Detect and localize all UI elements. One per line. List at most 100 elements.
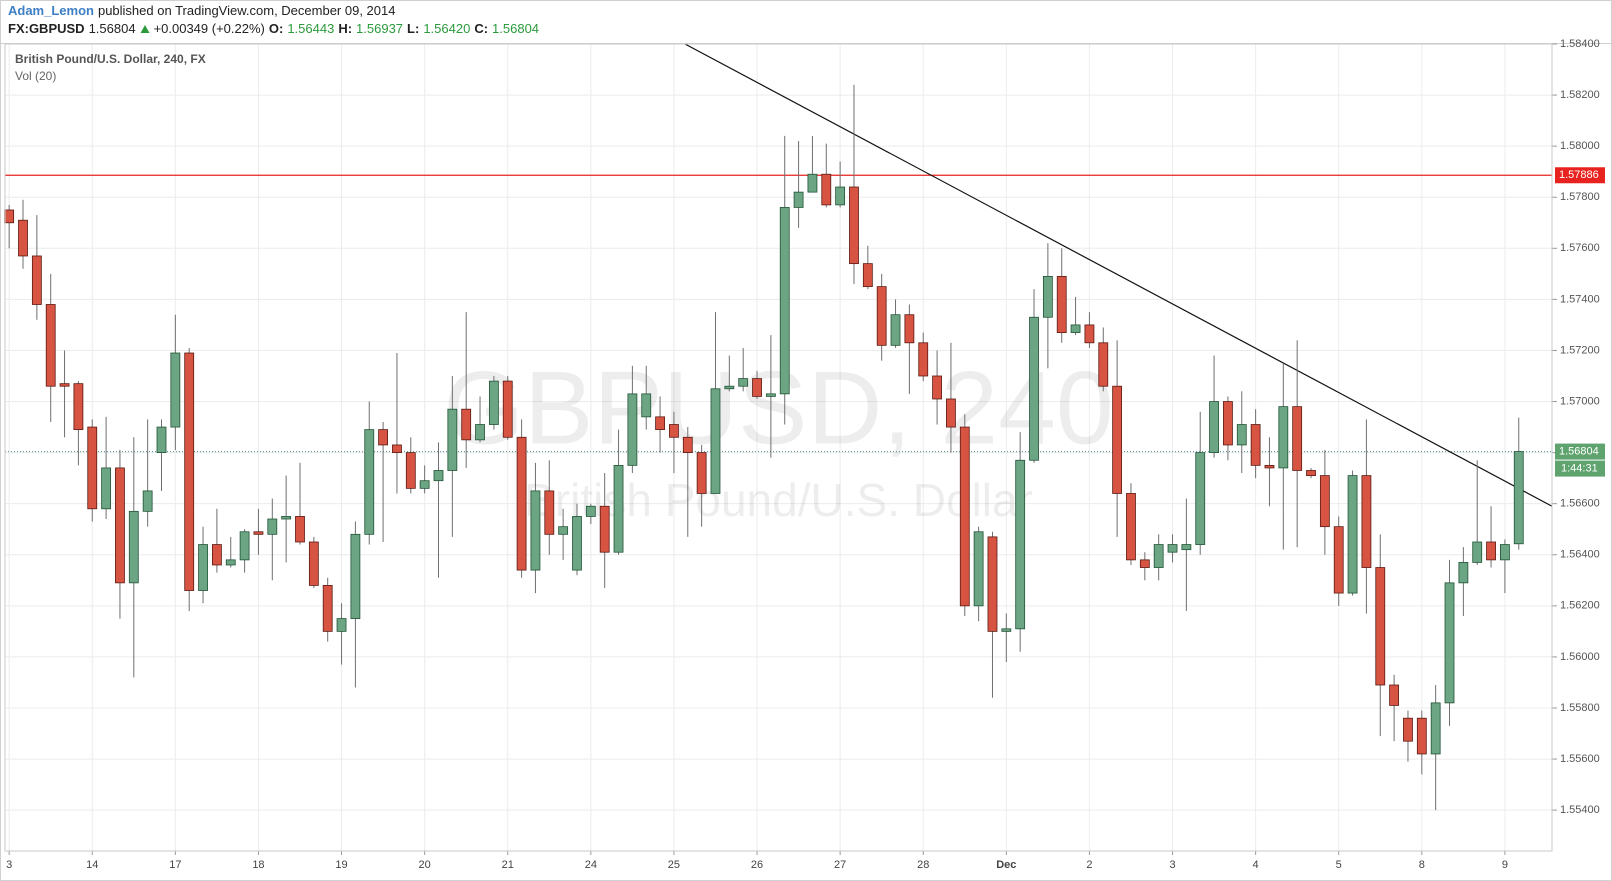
price-change: +0.00349 (+0.22%) (153, 21, 265, 36)
y-tick-label: 1.57200 (1560, 344, 1600, 356)
candle-body (73, 383, 84, 431)
y-tick-label: 1.55400 (1560, 804, 1600, 816)
candle-body (1292, 406, 1303, 471)
low-label: L: (407, 21, 420, 36)
candle-body (433, 470, 444, 482)
candle-body (627, 393, 638, 466)
x-tick-label: 20 (419, 859, 431, 871)
candle-body (849, 186, 859, 265)
candle-body (613, 464, 624, 553)
candle-body (419, 480, 430, 489)
y-tick-label: 1.56200 (1560, 600, 1600, 612)
x-tick-label: 18 (252, 859, 264, 871)
x-tick-label: 3 (1169, 859, 1175, 871)
symbol: FX:GBPUSD (8, 21, 85, 36)
x-tick-label: 5 (1336, 859, 1342, 871)
last-price-label: 1.56804 (1559, 445, 1599, 457)
candle-body (239, 531, 250, 561)
candle-body (1278, 406, 1289, 469)
candle-body (1236, 424, 1247, 446)
candle-body (392, 444, 402, 454)
candle-body (101, 467, 112, 510)
candle-body (1139, 559, 1150, 568)
candle-body (1264, 464, 1275, 469)
y-tick-label: 1.57800 (1560, 191, 1600, 203)
candle-body (530, 490, 541, 571)
x-tick-label: 3 (6, 859, 12, 871)
candle-body (253, 531, 264, 535)
candle-body (1084, 324, 1095, 344)
x-tick-label: 19 (335, 859, 347, 871)
candle-body (1389, 684, 1400, 706)
candle-body (1430, 702, 1441, 755)
candle-body (184, 352, 195, 591)
candle-body (475, 424, 485, 441)
high-label: H: (338, 21, 353, 36)
candle-body (904, 314, 915, 344)
y-tick-label: 1.57000 (1560, 395, 1600, 407)
candle-body (1181, 544, 1192, 551)
x-tick-label: 17 (169, 859, 181, 871)
candle-body (876, 286, 887, 346)
legend-volume: Vol (20) (15, 69, 56, 83)
candle-body (115, 467, 125, 584)
close-label: C: (474, 21, 489, 36)
level-label: 1.57886 (1559, 169, 1599, 181)
candle-body (1458, 562, 1469, 584)
candle-body (225, 559, 236, 566)
watermark: GBPUSD, 240 (443, 350, 1114, 466)
candle-body (696, 452, 707, 494)
candle-body (4, 209, 15, 224)
candle-body (946, 398, 956, 428)
candle-body (447, 408, 458, 471)
candle-body (835, 186, 846, 206)
candle-body (336, 618, 347, 632)
quote-row: FX:GBPUSD 1.56804 +0.00349 (+0.22%) O: 1.… (8, 21, 539, 36)
candle-body (281, 516, 292, 520)
candle-body (1444, 582, 1455, 704)
candle-body (765, 393, 776, 397)
candle-body (710, 388, 721, 494)
candle-body (1375, 567, 1386, 686)
candle-body (1319, 475, 1330, 528)
candle-body (572, 516, 582, 571)
publish-info: published on TradingView.com, December 0… (97, 3, 396, 18)
candle-body (364, 429, 375, 535)
candle-body (308, 541, 319, 586)
candle-body (1486, 541, 1496, 561)
author-link[interactable]: Adam_Lemon (8, 3, 94, 18)
candle-body (558, 526, 569, 535)
candle-body (142, 490, 153, 512)
candle-body (1209, 401, 1219, 454)
countdown-box (1555, 460, 1605, 477)
candle-body (779, 207, 790, 395)
candle-body (1472, 541, 1483, 563)
close-value: 1.56804 (492, 21, 540, 36)
level-label-box (1555, 167, 1605, 184)
y-tick-label: 1.57400 (1560, 293, 1600, 305)
candle-body (1056, 275, 1067, 333)
candle-body (585, 505, 596, 517)
candle-body (461, 408, 472, 441)
candle-body (488, 380, 499, 425)
x-tick-label: 2 (1086, 859, 1092, 871)
candle-body (1112, 385, 1123, 494)
candle-body (793, 191, 804, 208)
candle-body (516, 436, 527, 571)
candle-body (973, 531, 984, 607)
x-tick-label: 28 (917, 859, 929, 871)
candle-body (1126, 493, 1136, 561)
candle-body (959, 426, 970, 607)
y-tick-label: 1.55800 (1560, 702, 1600, 714)
candle-body (1195, 452, 1206, 545)
high-value: 1.56937 (356, 21, 404, 36)
candle-body (1070, 324, 1081, 333)
publish-row: Adam_Lemon published on TradingView.com,… (8, 3, 395, 18)
candle-body (738, 378, 749, 387)
candle-body (987, 536, 998, 632)
candle-body (267, 518, 278, 535)
candle-body (862, 263, 873, 288)
candle-body (1223, 401, 1233, 446)
x-tick-label: Dec (996, 859, 1016, 871)
candle-body (1015, 459, 1026, 630)
